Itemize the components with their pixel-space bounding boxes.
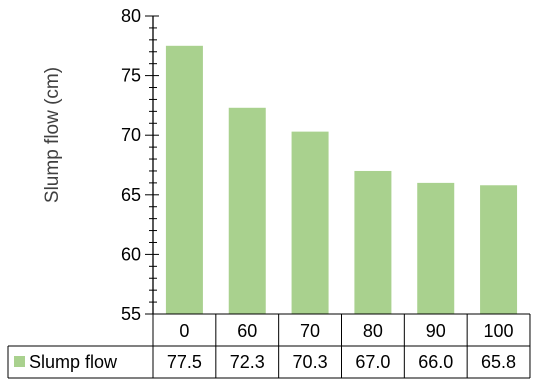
data-value-label: 67.0 <box>355 352 390 372</box>
bar-80 <box>354 170 392 314</box>
y-tick-label: 65 <box>121 185 141 205</box>
data-value-label: 70.3 <box>293 352 328 372</box>
bar-100 <box>480 185 518 314</box>
bar-60 <box>228 107 266 314</box>
data-value-label: 66.0 <box>418 352 453 372</box>
x-category-label: 70 <box>300 321 320 341</box>
y-axis: 55 60 65 70 75 80 <box>121 6 159 324</box>
y-tick-label: 80 <box>121 6 141 26</box>
x-category-label: 90 <box>426 321 446 341</box>
data-value-label: 72.3 <box>230 352 265 372</box>
data-table: 0 60 70 80 90 100 Slump flow 77.5 72.3 70.3 67.0 66… <box>7 313 531 379</box>
data-value-label: 77.5 <box>167 352 202 372</box>
y-axis-label: Slump flow (cm) <box>42 67 63 203</box>
x-category-label: 100 <box>484 321 514 341</box>
bar-0 <box>165 45 203 315</box>
x-category-label: 80 <box>363 321 383 341</box>
bar-70 <box>291 131 329 314</box>
y-tick-label: 60 <box>121 244 141 264</box>
series-name: Slump flow <box>29 352 118 372</box>
x-category-label: 0 <box>179 321 189 341</box>
legend-swatch <box>14 356 25 367</box>
x-category-label: 60 <box>237 321 257 341</box>
y-tick-label: 70 <box>121 125 141 145</box>
bar-90 <box>417 182 455 314</box>
y-tick-label: 75 <box>121 66 141 86</box>
y-tick-label: 55 <box>121 304 141 324</box>
bars <box>165 45 518 315</box>
data-value-label: 65.8 <box>481 352 516 372</box>
